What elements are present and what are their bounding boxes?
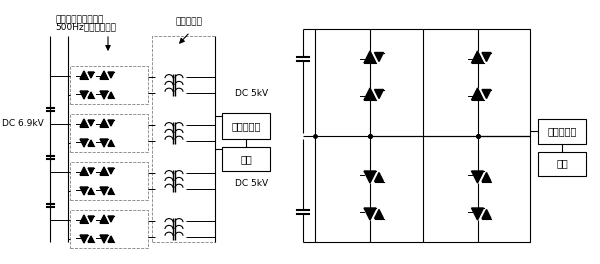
Polygon shape bbox=[472, 208, 484, 220]
Polygon shape bbox=[472, 51, 484, 63]
Polygon shape bbox=[364, 88, 376, 100]
Polygon shape bbox=[88, 188, 94, 194]
Bar bbox=[70, 210, 148, 248]
Polygon shape bbox=[100, 91, 108, 99]
Text: 500Hzインバーター: 500Hzインバーター bbox=[55, 22, 116, 31]
Polygon shape bbox=[100, 139, 108, 147]
Polygon shape bbox=[80, 139, 88, 147]
Text: フィルター: フィルター bbox=[232, 121, 260, 131]
Bar bbox=[70, 162, 148, 200]
Polygon shape bbox=[108, 72, 114, 78]
Bar bbox=[222, 147, 270, 171]
Text: 絶縁変圧器: 絶縁変圧器 bbox=[175, 17, 202, 26]
Polygon shape bbox=[88, 72, 94, 78]
Polygon shape bbox=[80, 235, 88, 243]
Polygon shape bbox=[108, 120, 114, 126]
Polygon shape bbox=[88, 236, 94, 242]
Polygon shape bbox=[88, 140, 94, 146]
Polygon shape bbox=[108, 168, 114, 174]
Polygon shape bbox=[374, 210, 383, 219]
Text: 負荷: 負荷 bbox=[556, 158, 568, 168]
Polygon shape bbox=[374, 53, 383, 62]
Polygon shape bbox=[108, 188, 114, 194]
Polygon shape bbox=[80, 215, 88, 223]
Text: DC 5kV: DC 5kV bbox=[235, 88, 268, 97]
Bar bbox=[222, 113, 270, 139]
Polygon shape bbox=[88, 216, 94, 222]
Polygon shape bbox=[482, 210, 491, 219]
Polygon shape bbox=[100, 187, 108, 195]
Polygon shape bbox=[482, 89, 491, 98]
Polygon shape bbox=[100, 235, 108, 243]
Polygon shape bbox=[374, 89, 383, 98]
Polygon shape bbox=[80, 187, 88, 195]
Polygon shape bbox=[108, 236, 114, 242]
Bar bbox=[70, 66, 148, 104]
Polygon shape bbox=[364, 171, 376, 183]
Text: DC 6.9kV: DC 6.9kV bbox=[2, 120, 44, 129]
Polygon shape bbox=[100, 215, 108, 223]
Text: フィルター: フィルター bbox=[547, 126, 577, 136]
Polygon shape bbox=[472, 171, 484, 183]
Polygon shape bbox=[88, 92, 94, 98]
Bar bbox=[315, 29, 530, 242]
Polygon shape bbox=[108, 216, 114, 222]
Bar bbox=[538, 119, 586, 144]
Bar bbox=[152, 36, 215, 242]
Polygon shape bbox=[80, 167, 88, 175]
Polygon shape bbox=[364, 51, 376, 63]
Bar bbox=[538, 152, 586, 176]
Text: スイッチング周波数: スイッチング周波数 bbox=[55, 15, 103, 24]
Text: DC 5kV: DC 5kV bbox=[235, 178, 268, 187]
Polygon shape bbox=[482, 53, 491, 62]
Polygon shape bbox=[108, 140, 114, 146]
Bar bbox=[70, 114, 148, 152]
Polygon shape bbox=[88, 168, 94, 174]
Polygon shape bbox=[100, 167, 108, 175]
Polygon shape bbox=[364, 208, 376, 220]
Text: 負荷: 負荷 bbox=[240, 154, 252, 164]
Polygon shape bbox=[88, 120, 94, 126]
Polygon shape bbox=[482, 172, 491, 182]
Polygon shape bbox=[472, 88, 484, 100]
Polygon shape bbox=[80, 71, 88, 79]
Polygon shape bbox=[108, 92, 114, 98]
Polygon shape bbox=[80, 119, 88, 127]
Polygon shape bbox=[100, 71, 108, 79]
Polygon shape bbox=[80, 91, 88, 99]
Polygon shape bbox=[374, 172, 383, 182]
Polygon shape bbox=[100, 119, 108, 127]
